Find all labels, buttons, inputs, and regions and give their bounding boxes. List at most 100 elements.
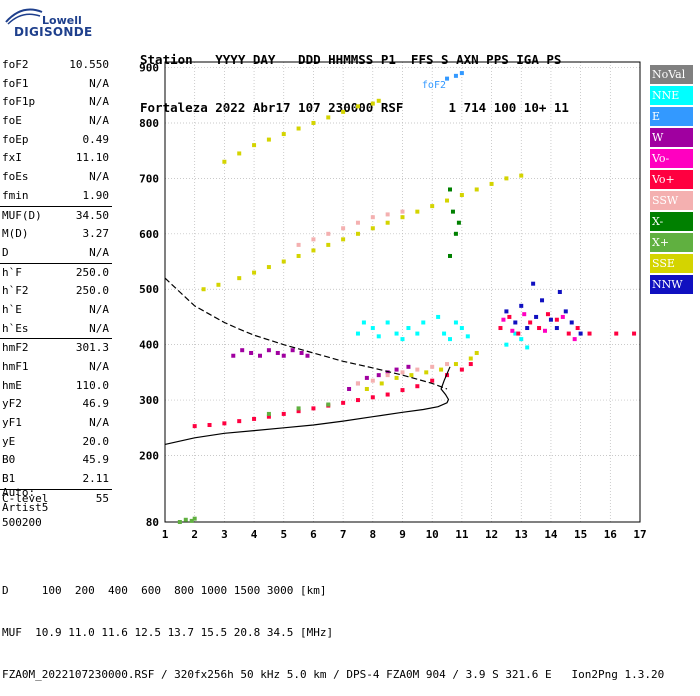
data-point	[525, 345, 530, 350]
data-point	[572, 337, 577, 342]
x-tick-label: 8	[370, 528, 377, 541]
data-point	[632, 331, 637, 336]
legend-item-nne: NNE	[650, 86, 693, 105]
data-point	[252, 416, 257, 421]
data-point	[531, 281, 536, 286]
param-name: foEp	[2, 132, 29, 146]
x-tick-label: 17	[633, 528, 646, 541]
legend-item-vo-: Vo-	[650, 149, 693, 168]
x-tick-label: 1	[162, 528, 169, 541]
data-point	[385, 370, 390, 375]
param-row: hmE 110.0	[0, 377, 112, 396]
x-tick-label: 14	[544, 528, 558, 541]
param-row: foEp 0.49	[0, 131, 112, 150]
data-point	[370, 215, 375, 220]
param-name: foF1	[2, 76, 29, 90]
data-point	[266, 411, 271, 416]
data-point	[450, 209, 455, 214]
data-point	[240, 348, 245, 353]
data-point	[216, 282, 221, 287]
data-point	[341, 109, 346, 114]
param-row: foF2 10.550	[0, 56, 112, 75]
param-name: foF1p	[2, 95, 36, 109]
data-point	[548, 317, 553, 322]
param-name: yF1	[2, 416, 22, 430]
data-point	[311, 120, 316, 125]
data-point	[448, 337, 452, 342]
x-tick-label: 13	[515, 528, 528, 541]
data-point	[281, 132, 286, 137]
data-point	[249, 350, 254, 355]
data-point	[361, 320, 366, 325]
param-row: h`F 250.0	[0, 264, 112, 283]
data-point	[474, 350, 479, 355]
data-point	[355, 104, 360, 109]
x-tick-label: 12	[485, 528, 498, 541]
param-separator	[0, 205, 112, 207]
data-point	[415, 331, 420, 336]
data-point	[498, 326, 503, 331]
data-point	[252, 270, 257, 275]
data-point	[513, 331, 518, 336]
data-point	[370, 226, 375, 231]
param-name: D	[2, 245, 9, 259]
annotation-label: foF2	[422, 80, 446, 91]
footer-muf: MUF 10.9 11.0 11.6 12.5 13.7 15.5 20.8 3…	[2, 626, 334, 639]
param-name: fxI	[2, 151, 22, 165]
param-value: 250.0	[75, 284, 109, 298]
data-point	[519, 337, 524, 342]
data-point	[376, 98, 381, 103]
legend-item-nnw: NNW	[650, 275, 693, 294]
x-tick-label: 6	[310, 528, 317, 541]
data-point	[355, 231, 360, 236]
data-point	[575, 326, 580, 331]
legend-item-ssw: SSW	[650, 191, 693, 210]
data-point	[519, 303, 524, 308]
y-tick-label: 900	[139, 62, 159, 75]
y-tick-label: 300	[139, 394, 159, 407]
data-point	[448, 253, 452, 258]
y-tick-label: 400	[139, 339, 159, 352]
data-point	[394, 367, 399, 372]
data-point	[489, 181, 494, 186]
data-point	[519, 173, 524, 178]
data-point	[400, 388, 405, 393]
data-point	[326, 242, 331, 247]
data-point	[522, 312, 527, 317]
param-value: N/A	[89, 114, 109, 128]
data-point	[385, 320, 390, 325]
auto-line1: Auto:	[2, 486, 36, 499]
param-name: h`F	[2, 265, 22, 279]
data-point	[525, 326, 530, 331]
data-point	[543, 328, 547, 333]
data-point	[192, 424, 197, 429]
data-point	[376, 334, 381, 339]
param-name: yE	[2, 434, 16, 448]
data-point	[474, 187, 479, 192]
param-value: N/A	[89, 95, 109, 109]
data-point	[385, 392, 390, 397]
data-point	[459, 326, 464, 331]
data-point	[456, 220, 461, 225]
param-name: foEs	[2, 170, 29, 184]
data-point	[326, 115, 331, 120]
data-point	[222, 421, 227, 426]
data-point	[430, 204, 435, 209]
x-tick-label: 5	[280, 528, 287, 541]
legend-item-x-: X+	[650, 233, 693, 252]
ionogram-plot: 1 2 3 4 5 6 7 8 9 10 11 12 13 14 15 16 17802003004005006…	[139, 61, 647, 541]
data-point	[266, 137, 271, 142]
x-tick-label: 2	[191, 528, 198, 541]
data-point	[415, 384, 420, 389]
data-point	[445, 198, 450, 203]
param-value: 110.0	[75, 378, 109, 392]
data-point	[400, 370, 405, 375]
x-tick-label: 4	[251, 528, 258, 541]
param-name: B0	[2, 453, 16, 467]
param-name: hmF1	[2, 360, 29, 373]
data-point	[406, 326, 411, 331]
data-point	[296, 126, 301, 131]
data-point	[394, 375, 399, 380]
x-tick-label: 7	[340, 528, 347, 541]
data-point	[355, 331, 360, 336]
